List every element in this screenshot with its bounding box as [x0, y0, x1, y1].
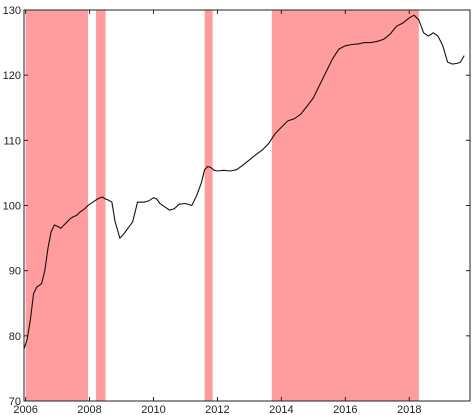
- series-line: [23, 14, 465, 350]
- x-axis-ticks: 2006 2008 2010 2012 2014 2016 2018: [13, 10, 421, 415]
- shaded-period-3: [204, 10, 213, 401]
- y-tick-label: 120: [3, 70, 21, 82]
- y-tick-label: 110: [3, 135, 21, 147]
- x-tick-label: 2010: [141, 404, 165, 415]
- y-tick-label: 70: [9, 396, 21, 408]
- x-tick-label: 2016: [333, 404, 357, 415]
- shaded-period-2: [95, 10, 106, 401]
- y-axis-ticks: 70 80 90 100 110 120 130: [3, 5, 470, 408]
- y-tick-label: 90: [9, 266, 21, 278]
- shaded-period-4: [271, 10, 419, 401]
- y-tick-label: 130: [3, 5, 21, 17]
- shaded-period-1: [25, 10, 88, 401]
- x-tick-label: 2008: [77, 404, 101, 415]
- x-tick-label: 2012: [205, 404, 229, 415]
- x-tick-label: 2014: [269, 404, 293, 415]
- shaded-periods: [25, 10, 419, 401]
- y-tick-label: 100: [3, 201, 21, 213]
- x-tick-label: 2006: [13, 404, 37, 415]
- y-tick-label: 80: [9, 331, 21, 343]
- x-tick-label: 2018: [397, 404, 421, 415]
